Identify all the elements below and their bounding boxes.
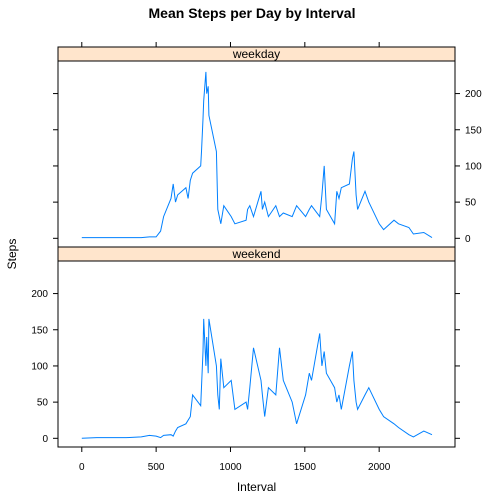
x-tick-label-1500: 1500 (294, 462, 317, 473)
panel-weekday: weekday (58, 47, 455, 247)
weekend-y-tick-label-200: 200 (31, 289, 48, 300)
strip-label-weekday: weekday (232, 47, 280, 61)
weekday-y-tick-label-50: 50 (465, 198, 477, 209)
x-axis-title: Interval (237, 480, 276, 494)
x-tick-label-1000: 1000 (219, 462, 242, 473)
weekend-y-tick-label-0: 0 (42, 434, 48, 445)
weekend-y-tick-label-150: 150 (31, 325, 48, 336)
x-tick-label-2000: 2000 (368, 462, 391, 473)
weekday-y-tick-label-150: 150 (465, 125, 482, 136)
y-axis-title: Steps (5, 239, 19, 270)
x-tick-label-0: 0 (79, 462, 85, 473)
series-line-weekend (82, 319, 432, 438)
weekday-y-tick-label-0: 0 (465, 234, 471, 245)
series-line-weekday (82, 72, 432, 238)
weekend-y-tick-label-100: 100 (31, 361, 48, 372)
x-tick-label-500: 500 (148, 462, 165, 473)
panel-frame-weekend (58, 261, 455, 447)
weekday-y-tick-label-100: 100 (465, 161, 482, 172)
chart-title: Mean Steps per Day by Interval (149, 5, 356, 21)
strip-label-weekend: weekend (231, 247, 280, 261)
weekend-y-tick-label-50: 50 (37, 398, 49, 409)
panel-frame-weekday (58, 61, 455, 247)
weekday-y-tick-label-200: 200 (465, 89, 482, 100)
panel-weekend: weekend (58, 247, 455, 447)
